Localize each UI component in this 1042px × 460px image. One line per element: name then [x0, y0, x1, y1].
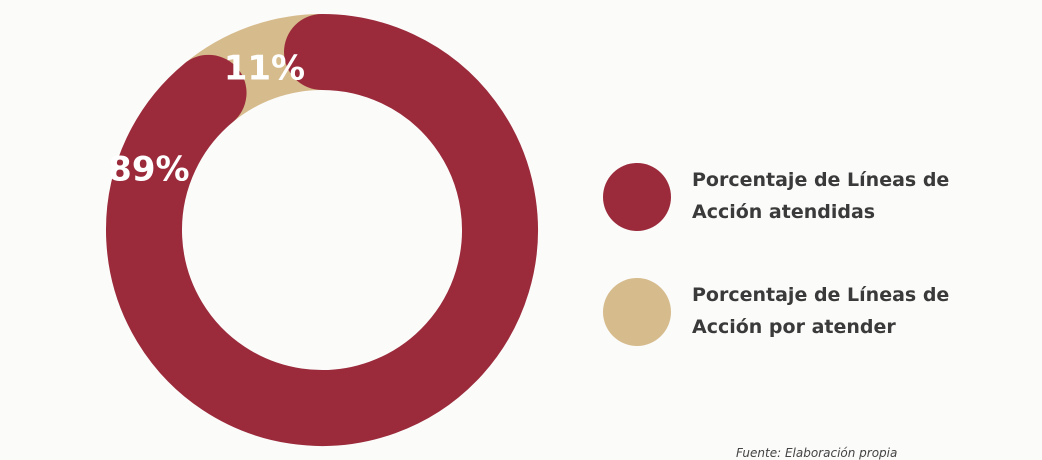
donut-segment [106, 14, 538, 446]
legend-label: Porcentaje de Líneas de Acción por atend… [692, 284, 950, 338]
source-note: Fuente: Elaboración propia [736, 446, 898, 460]
legend-swatch [603, 278, 671, 346]
data-label: 11% [224, 49, 305, 89]
legend-label: Porcentaje de Líneas de Acción atendidas [692, 169, 950, 223]
legend-swatch [603, 163, 671, 231]
data-label: 89% [108, 149, 189, 189]
